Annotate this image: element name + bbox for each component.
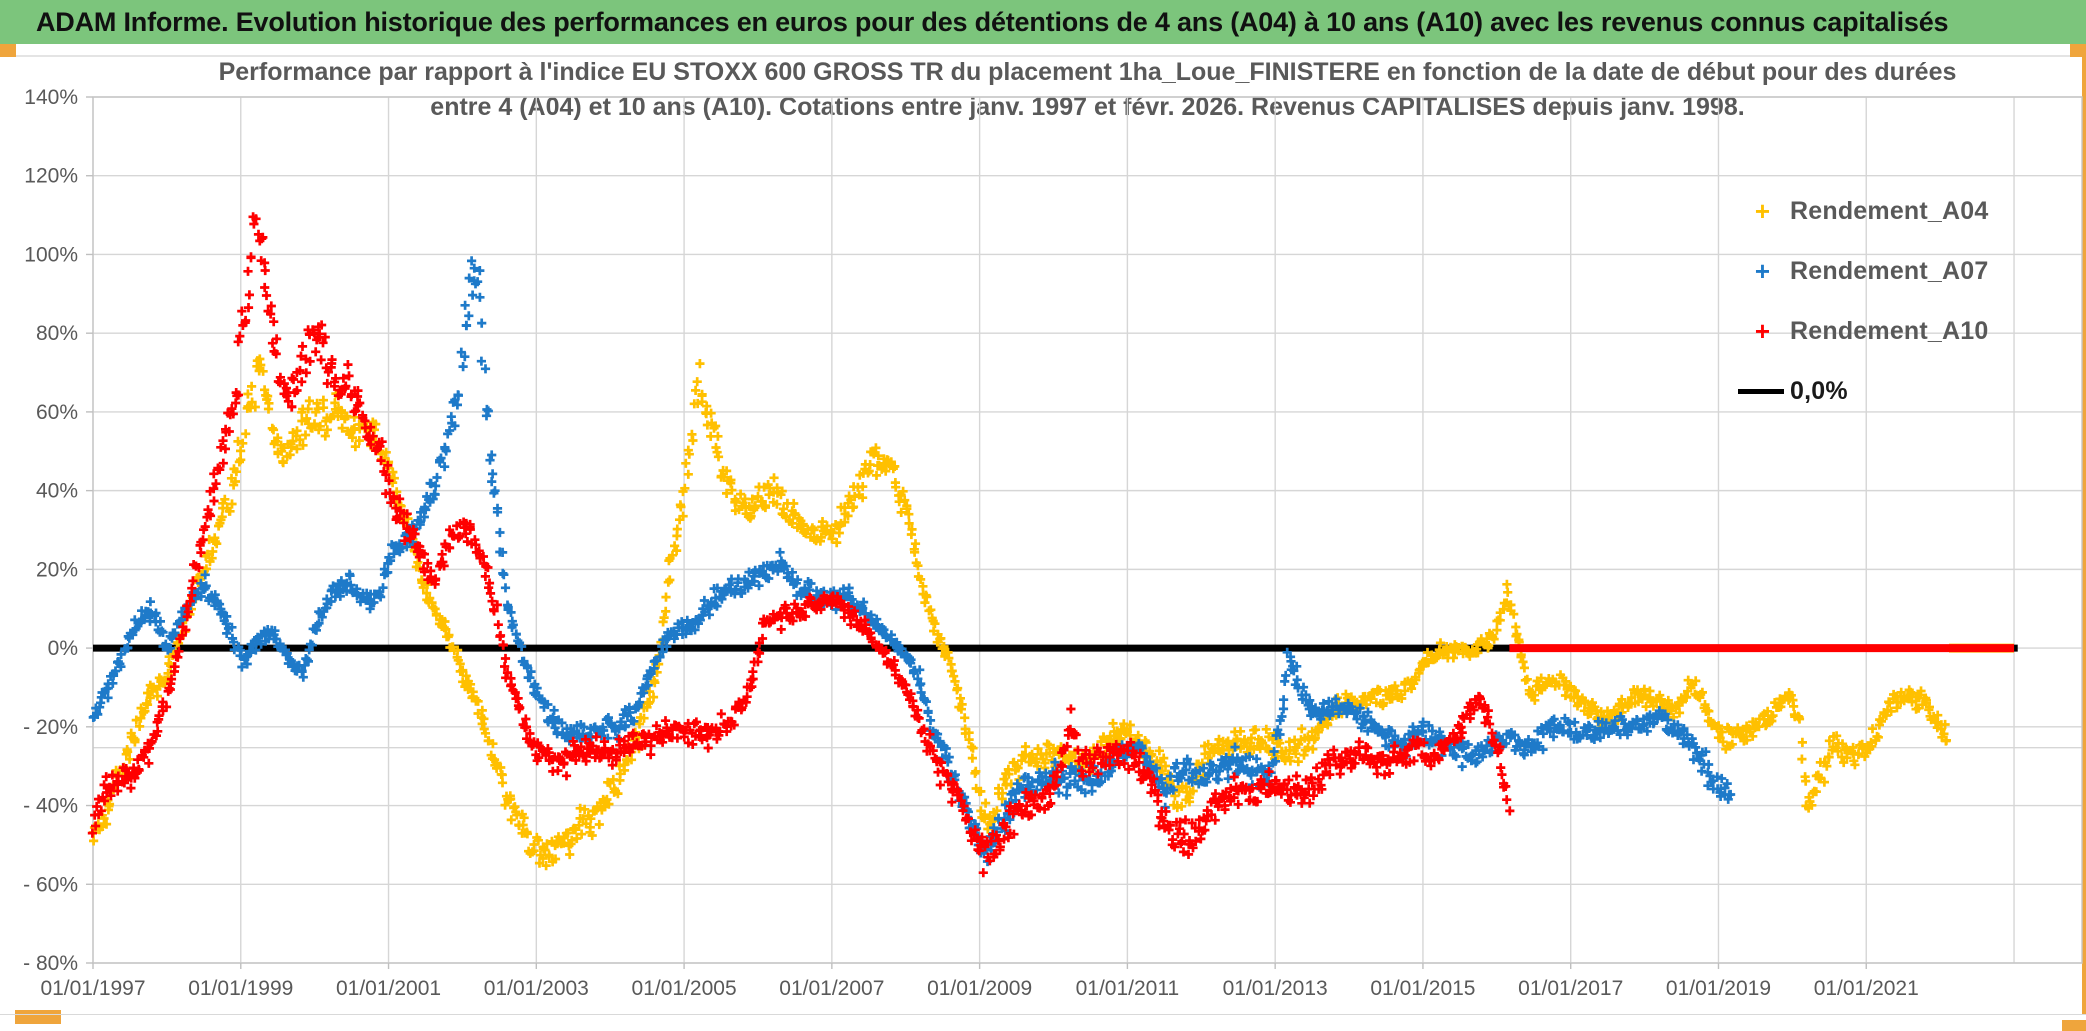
y-axis-label: 140% [24,86,78,109]
bottom-divider [0,1014,2086,1015]
y-axis-label: 80% [36,322,78,345]
legend-label: Rendement_A10 [1790,316,1989,345]
gold-accent-top-right [2070,44,2086,57]
legend-label: Rendement_A07 [1790,256,1989,285]
x-axis-label: 01/01/2007 [779,977,884,1000]
banner: ADAM Informe. Evolution historique des p… [0,0,2086,44]
x-axis-label: 01/01/2019 [1666,977,1771,1000]
gold-accent-top-left [0,44,16,57]
x-axis-label: 01/01/1997 [40,977,145,1000]
x-axis-label: 01/01/2021 [1814,977,1919,1000]
x-axis-label: 01/01/2013 [1223,977,1328,1000]
legend-label: Rendement_A04 [1790,196,1989,225]
y-axis-label: 100% [24,243,78,266]
y-axis-label: 60% [36,401,78,424]
x-axis-label: 01/01/2005 [632,977,737,1000]
y-axis-label: - 60% [23,873,78,896]
legend-item-rendement-a10: + Rendement_A10 [1735,301,2035,361]
x-axis-label: 01/01/2011 [1076,977,1180,1000]
legend-label: 0,0% [1790,376,1848,405]
gold-accent-right-edge [2082,57,2086,1015]
y-axis-label: 0% [48,637,78,660]
y-axis-label: 40% [36,480,78,503]
y-axis-label: 120% [24,165,78,188]
gold-accent-bottom-right [2062,1020,2086,1031]
plus-marker-icon: + [1754,316,1771,346]
legend-item-zero-line: 0,0% [1735,361,2035,421]
plus-marker-icon: + [1754,256,1771,286]
chart-title-line1: Performance par rapport à l'indice EU ST… [218,58,1957,86]
y-axis-label: 20% [36,558,78,581]
x-axis-label: 01/01/2009 [927,977,1032,1000]
zero-line-swatch-icon [1738,388,1784,394]
x-axis-label: 01/01/2017 [1518,977,1623,1000]
y-axis-label: - 40% [23,795,78,818]
y-axis-label: - 80% [23,952,78,975]
series-rendement_a07 [88,256,1736,867]
banner-divider [16,55,2070,57]
legend: + Rendement_A04 + Rendement_A07 + Rendem… [1735,181,2035,421]
y-axis-label: - 20% [23,716,78,739]
page-title: ADAM Informe. Evolution historique des p… [36,6,1949,37]
x-axis-label: 01/01/2003 [484,977,589,1000]
x-axis-label: 01/01/2001 [336,977,441,1000]
series-rendement_a10 [87,212,1515,878]
x-axis-label: 01/01/1999 [188,977,293,1000]
legend-item-rendement-a07: + Rendement_A07 [1735,241,2035,301]
x-axis-label: 01/01/2015 [1370,977,1475,1000]
gold-accent-bottom-left [15,1010,61,1024]
legend-item-rendement-a04: + Rendement_A04 [1735,181,2035,241]
plus-marker-icon: + [1754,196,1771,226]
